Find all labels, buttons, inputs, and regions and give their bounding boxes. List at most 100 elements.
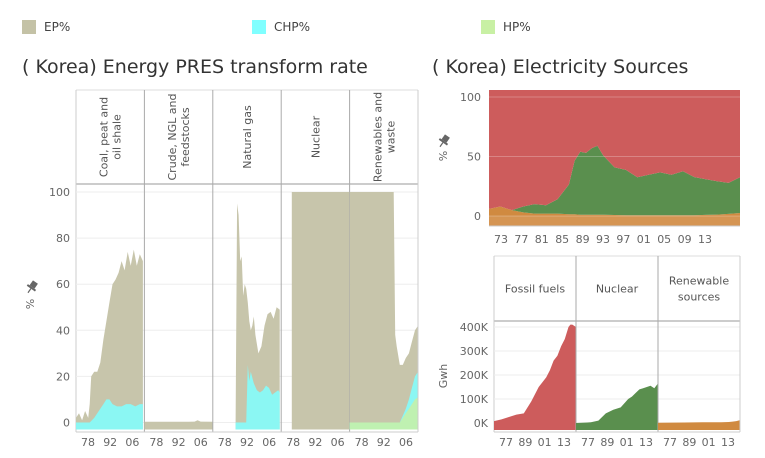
legend-item-hp[interactable]: HP% (481, 18, 531, 36)
left-x-tick-label: 92 (172, 436, 186, 449)
top-x-tick-label: 09 (678, 233, 692, 246)
bottom-x-tick-label: 13 (639, 436, 653, 449)
top-x-tick-label: 81 (535, 233, 549, 246)
left-area-nuclear-ep (291, 192, 350, 430)
top-x-tick-label: 13 (698, 233, 712, 246)
left-chart-title: ( Korea) Energy PRES transform rate (22, 56, 368, 78)
bottom-x-tick-label: 89 (682, 436, 696, 449)
top-x-tick-label: 89 (576, 233, 590, 246)
left-y-tick-label: 80 (56, 232, 70, 245)
bottom-y-tick-label: 300K (460, 345, 489, 358)
top-y-axis-label: % (437, 151, 450, 161)
left-x-tick-label: 92 (308, 436, 322, 449)
top-x-tick-label: 85 (555, 233, 569, 246)
bottom-y-tick-label: 200K (460, 369, 489, 382)
left-area-coal-peat-and-oil-shale-chp (76, 399, 143, 430)
legend-swatch-ep (22, 20, 36, 34)
bottom-x-tick-label: 77 (499, 436, 513, 449)
bottom-y-tick-label: 400K (460, 321, 489, 334)
top-area-fossil-fuels-cap (489, 90, 740, 97)
left-x-tick-label: 06 (331, 436, 345, 449)
bottom-x-tick-label: 89 (518, 436, 532, 449)
left-pin-icon-needle (27, 288, 32, 294)
left-area-renewables-and-waste-hp (349, 397, 418, 430)
bottom-panel-header-renewable-sources-1: Renewable (669, 275, 729, 288)
top-x-tick-label: 73 (494, 233, 508, 246)
top-y-tick-label: 50 (467, 151, 481, 164)
bottom-x-tick-label: 77 (663, 436, 677, 449)
left-panel-header-crude-ngl-and-feedstocks-2: feedstocks (179, 107, 192, 167)
left-area-renewables-and-waste-ep (349, 192, 418, 430)
top-x-tick-label: 97 (616, 233, 630, 246)
bottom-x-tick-label: 89 (600, 436, 614, 449)
left-area-coal-peat-and-oil-shale-ep (76, 249, 143, 430)
legend-label-hp: HP% (503, 20, 531, 34)
left-x-tick-label: 06 (399, 436, 413, 449)
bottom-y-axis-label: Gwh (437, 364, 450, 389)
left-x-tick-label: 06 (125, 436, 139, 449)
top-area-fossil-fuels (489, 97, 740, 211)
legend-swatch-chp (252, 20, 266, 34)
top-pin-icon-head (441, 134, 450, 143)
left-y-tick-label: 100 (49, 186, 70, 199)
top-y-tick-label: 0 (474, 210, 481, 223)
bottom-panel-header-nuclear: Nuclear (596, 283, 639, 296)
top-x-tick-label: 05 (657, 233, 671, 246)
left-pin-icon (26, 280, 38, 294)
bottom-x-tick-label: 77 (581, 436, 595, 449)
left-panel-header-renewables-and-waste-1: Renewables and (371, 92, 384, 182)
top-x-tick-label: 01 (637, 233, 651, 246)
left-area-natural-gas-ep (235, 203, 280, 430)
bottom-y-tick-label: 100K (460, 393, 489, 406)
bottom-y-tick-label: 0K (474, 417, 489, 430)
legend-label-ep: EP% (44, 20, 71, 34)
bottom-area-renewable-sources (658, 420, 740, 430)
left-area-natural-gas-chp (235, 364, 280, 430)
left-area-crude-ngl-and-feedstocks-ep (144, 420, 213, 430)
left-x-tick-label: 06 (262, 436, 276, 449)
top-pin-icon (438, 134, 450, 148)
left-pin-icon-head (29, 280, 38, 289)
left-panel-header-nuclear: Nuclear (309, 115, 322, 158)
bottom-x-tick-label: 01 (702, 436, 716, 449)
left-y-axis-label: % (24, 299, 37, 309)
top-area-renewable-sources (489, 206, 740, 216)
top-y-tick-label: 100 (460, 91, 481, 104)
left-y-tick-label: 40 (56, 324, 70, 337)
bottom-x-tick-label: 13 (721, 436, 735, 449)
bottom-area-nuclear (576, 383, 658, 430)
legend-item-chp[interactable]: CHP% (252, 18, 310, 36)
left-panel-header-renewables-and-waste-2: waste (384, 121, 397, 154)
left-x-tick-label: 92 (377, 436, 391, 449)
left-panel-header-natural-gas: Natural gas (241, 105, 254, 169)
bottom-x-tick-label: 01 (620, 436, 634, 449)
top-area-nuclear (489, 145, 740, 216)
left-x-tick-label: 78 (149, 436, 163, 449)
right-chart-title: ( Korea) Electricity Sources (432, 56, 689, 78)
top-x-tick-label: 77 (514, 233, 528, 246)
bottom-panel-header-fossil-fuels: Fossil fuels (505, 283, 565, 296)
left-x-tick-label: 92 (240, 436, 254, 449)
left-x-tick-label: 06 (194, 436, 208, 449)
left-x-tick-label: 78 (355, 436, 369, 449)
left-pin-icon-base (26, 284, 37, 292)
left-y-tick-label: 0 (63, 417, 70, 430)
left-panel-header-coal-peat-and-oil-shale-2: oil shale (111, 114, 124, 160)
bottom-x-tick-label: 13 (557, 436, 571, 449)
bottom-panel-header-renewable-sources-2: sources (678, 291, 721, 304)
left-panel-header-crude-ngl-and-feedstocks-1: Crude, NGL and (166, 94, 179, 181)
left-x-tick-label: 78 (286, 436, 300, 449)
left-x-tick-label: 92 (103, 436, 117, 449)
left-x-tick-label: 78 (81, 436, 95, 449)
bottom-area-fossil-fuels (494, 324, 576, 430)
legend-label-chp: CHP% (274, 20, 311, 34)
top-area-renewable-sources-cap (489, 216, 740, 226)
left-panel-header-coal-peat-and-oil-shale-1: Coal, peat and (98, 97, 111, 177)
bottom-x-tick-label: 01 (538, 436, 552, 449)
top-x-tick-label: 93 (596, 233, 610, 246)
left-y-tick-label: 60 (56, 278, 70, 291)
left-x-tick-label: 78 (218, 436, 232, 449)
top-pin-icon-base (438, 138, 449, 146)
legend-item-ep[interactable]: EP% (22, 18, 70, 36)
